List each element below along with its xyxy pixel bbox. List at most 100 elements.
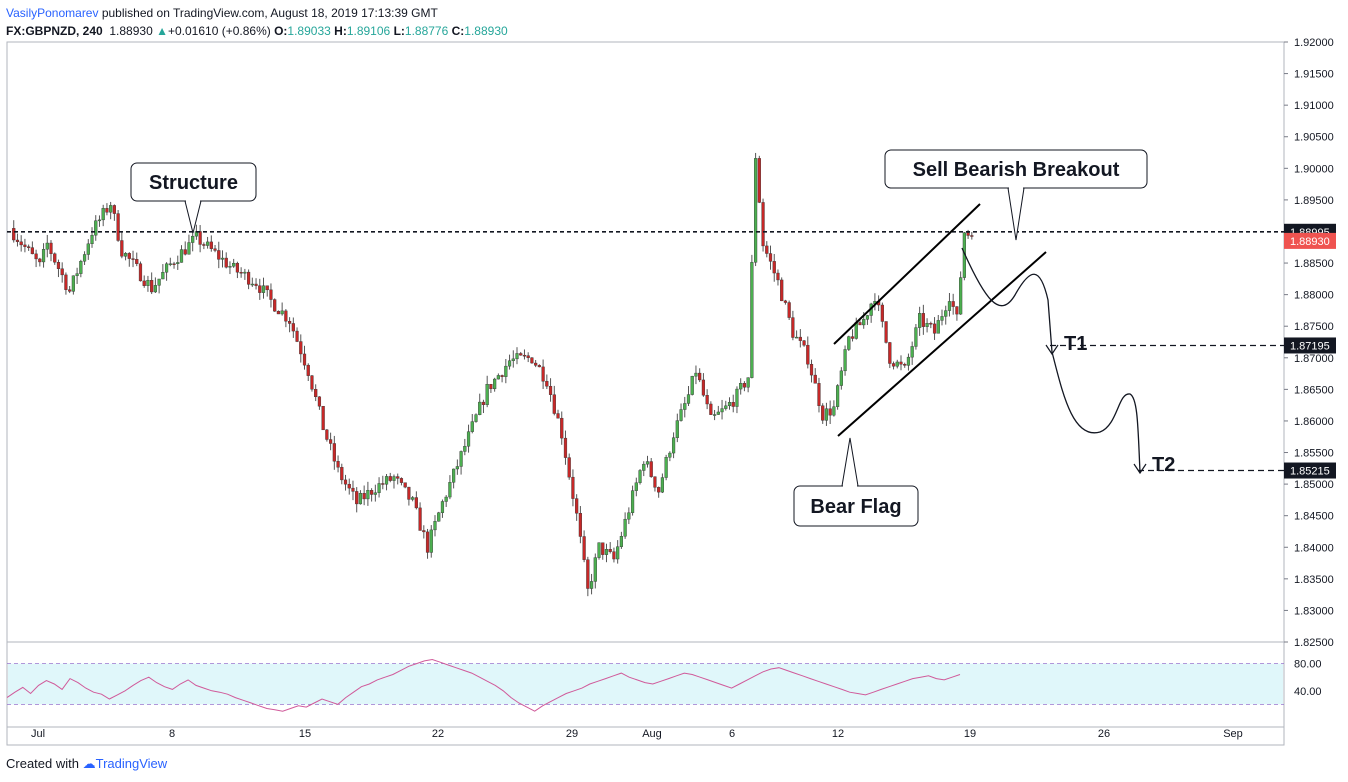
candle-down xyxy=(343,479,348,485)
structure-callout-pointer xyxy=(184,200,202,234)
candle-down xyxy=(425,531,430,553)
candle-up xyxy=(433,521,437,531)
arrow-down-icon xyxy=(1045,344,1059,356)
symbol-label: FX:GBPNZD, 240 xyxy=(6,24,103,38)
y-tick-label: 1.91000 xyxy=(1294,100,1334,112)
candle-up xyxy=(97,219,102,222)
candle-down xyxy=(731,402,735,407)
candle-down xyxy=(586,559,590,589)
candle-down xyxy=(921,313,925,327)
candle-down xyxy=(355,491,359,505)
candle-down xyxy=(127,253,131,259)
candle-down xyxy=(500,375,504,377)
candle-down xyxy=(903,364,907,366)
candle-down xyxy=(396,476,400,479)
candle-down xyxy=(291,323,295,332)
candle-up xyxy=(847,336,851,350)
candle-up xyxy=(228,266,232,268)
candle-down xyxy=(567,457,571,478)
author-link[interactable]: VasilyPonomarev xyxy=(6,6,99,20)
x-tick-label: 29 xyxy=(566,728,578,740)
candle-down xyxy=(306,364,310,376)
candle-down xyxy=(761,202,765,247)
candle-down xyxy=(798,336,802,341)
candle-up xyxy=(261,285,266,293)
candle-down xyxy=(135,259,139,264)
candle-down xyxy=(388,476,392,481)
sell-breakout-callout-pointer xyxy=(1007,187,1025,241)
x-tick-label: 26 xyxy=(1098,728,1110,740)
candle-up xyxy=(205,241,210,246)
candle-up xyxy=(463,445,467,452)
candle-up xyxy=(694,372,698,377)
y-tick-label: 1.82500 xyxy=(1294,637,1334,649)
candle-up xyxy=(936,320,940,334)
candle-up xyxy=(161,272,165,280)
x-tick-label: Jul xyxy=(31,728,45,740)
candle-up xyxy=(642,463,646,471)
candle-down xyxy=(265,285,269,291)
structure-callout[interactable]: Structure xyxy=(130,162,257,234)
channel-lower-line xyxy=(837,251,1047,437)
candle-up xyxy=(645,461,650,465)
candle-down xyxy=(12,228,16,241)
candle-up xyxy=(232,262,236,267)
y-tick-label: 1.85500 xyxy=(1294,448,1334,460)
candle-up xyxy=(429,529,433,553)
candle-down xyxy=(295,330,299,342)
candle-up xyxy=(79,261,83,274)
candle-down xyxy=(27,246,31,248)
candle-up xyxy=(515,353,519,360)
candle-up xyxy=(668,452,672,458)
sell-breakout-callout[interactable]: Sell Bearish Breakout xyxy=(884,149,1148,241)
candle-down xyxy=(276,310,281,315)
candle-down xyxy=(519,353,523,356)
candle-up xyxy=(940,316,944,321)
candle-down xyxy=(19,241,23,246)
footer: Created with ☁TradingView xyxy=(6,756,167,772)
candle-down xyxy=(38,258,42,263)
candle-up xyxy=(679,409,683,421)
candle-up xyxy=(373,492,377,495)
open-label: O: xyxy=(274,24,288,38)
bear-flag-callout[interactable]: Bear Flag xyxy=(793,437,919,527)
candle-up xyxy=(735,388,739,407)
ohlc-line: FX:GBPNZD, 240 1.88930 ▲+0.01610 (+0.86%… xyxy=(6,22,508,40)
candle-up xyxy=(478,401,482,415)
candle-up xyxy=(862,319,866,326)
y-tick-label: 1.90000 xyxy=(1294,163,1334,175)
candle-down xyxy=(351,487,355,492)
candle-up xyxy=(358,493,363,505)
candle-down xyxy=(932,323,937,334)
candle-up xyxy=(597,542,601,558)
candle-up xyxy=(176,262,180,264)
candle-up xyxy=(914,327,918,347)
candle-up xyxy=(750,262,754,378)
candle-up xyxy=(623,518,627,537)
candle-up xyxy=(959,277,963,315)
high-value: 1.89106 xyxy=(346,24,391,38)
candle-up xyxy=(82,254,87,262)
candle-up xyxy=(839,370,843,386)
sell-breakout-callout-text: Sell Bearish Breakout xyxy=(913,159,1120,181)
candle-down xyxy=(742,383,747,388)
candle-down xyxy=(563,437,568,458)
candle-down xyxy=(817,383,821,406)
y-tick-label: 1.89500 xyxy=(1294,195,1334,207)
x-tick-label: Aug xyxy=(642,728,662,740)
candle-up xyxy=(94,220,98,236)
candle-down xyxy=(653,476,657,488)
candle-down xyxy=(321,405,325,431)
candle-up xyxy=(754,158,758,263)
close-label: C: xyxy=(451,24,465,38)
tradingview-brand[interactable]: TradingView xyxy=(95,756,168,771)
candle-up xyxy=(686,394,691,404)
y-tick-label: 1.88500 xyxy=(1294,258,1334,270)
candle-down xyxy=(198,231,202,245)
candle-down xyxy=(422,530,426,533)
candle-down xyxy=(209,241,213,249)
price-tag-label: 1.85215 xyxy=(1290,466,1330,478)
candle-down xyxy=(317,396,322,407)
candle-down xyxy=(340,467,344,481)
